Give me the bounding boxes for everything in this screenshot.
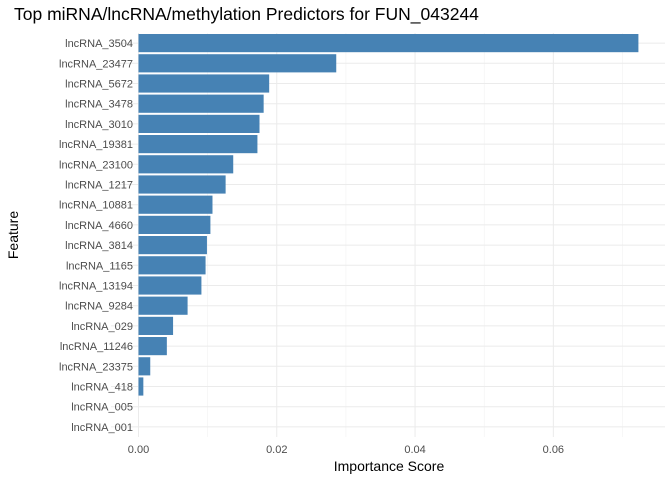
y-tick-label: lncRNA_1165 — [66, 260, 133, 272]
chart-title: Top miRNA/lncRNA/methylation Predictors … — [14, 4, 479, 25]
bar — [138, 135, 258, 154]
x-tick-labels: 0.00 0.02 0.04 0.06 — [128, 444, 564, 456]
y-tick-label: lncRNA_3504 — [65, 38, 133, 50]
y-tick-label: lncRNA_5672 — [65, 79, 133, 91]
bar — [138, 54, 337, 73]
x-axis-label: Importance Score — [334, 458, 445, 474]
y-tick-label: lncRNA_418 — [71, 382, 133, 394]
y-tick-label: lncRNA_005 — [71, 402, 133, 414]
bar — [138, 337, 167, 356]
y-tick-label: lncRNA_13194 — [59, 281, 133, 293]
y-tick-label: lncRNA_11246 — [60, 341, 133, 353]
bar — [138, 74, 270, 93]
y-tick-label: lncRNA_3814 — [65, 240, 133, 252]
bar — [138, 316, 174, 335]
y-tick-label: lncRNA_3478 — [65, 99, 133, 111]
y-tick-label: lncRNA_001 — [71, 422, 133, 434]
y-tick-label: lncRNA_3010 — [65, 119, 133, 131]
bar — [138, 276, 202, 295]
grid-lines — [111, 33, 665, 437]
bar — [138, 155, 234, 174]
x-tick-label: 0.04 — [404, 444, 425, 456]
y-tick-label: lncRNA_23100 — [59, 159, 133, 171]
bar — [138, 175, 226, 194]
bar — [138, 195, 213, 214]
bar — [138, 377, 144, 396]
y-tick-label: lncRNA_23375 — [59, 361, 133, 373]
bar — [138, 34, 639, 53]
y-tick-label: lncRNA_029 — [71, 321, 133, 333]
y-tick-label: lncRNA_19381 — [59, 139, 133, 151]
y-tick-label: lncRNA_1217 — [65, 180, 133, 192]
y-axis-label: Feature — [5, 211, 21, 259]
x-tick-label: 0.00 — [128, 444, 149, 456]
bar — [138, 94, 264, 113]
bars — [138, 34, 639, 396]
y-tick-label: lncRNA_9284 — [65, 301, 133, 313]
y-tick-label: lncRNA_4660 — [65, 220, 133, 232]
x-tick-label: 0.02 — [266, 444, 287, 456]
bar — [138, 236, 207, 255]
bar — [138, 357, 151, 376]
y-tick-label: lncRNA_23477 — [59, 58, 133, 70]
bar — [138, 256, 206, 275]
x-tick-label: 0.06 — [543, 444, 564, 456]
y-tick-labels: lncRNA_3504 lncRNA_23477 lncRNA_5672 lncRNA… — [59, 38, 133, 434]
bar — [138, 215, 211, 234]
y-tick-label: lncRNA_10881 — [59, 200, 133, 212]
bar — [138, 296, 188, 315]
bar — [138, 114, 260, 133]
